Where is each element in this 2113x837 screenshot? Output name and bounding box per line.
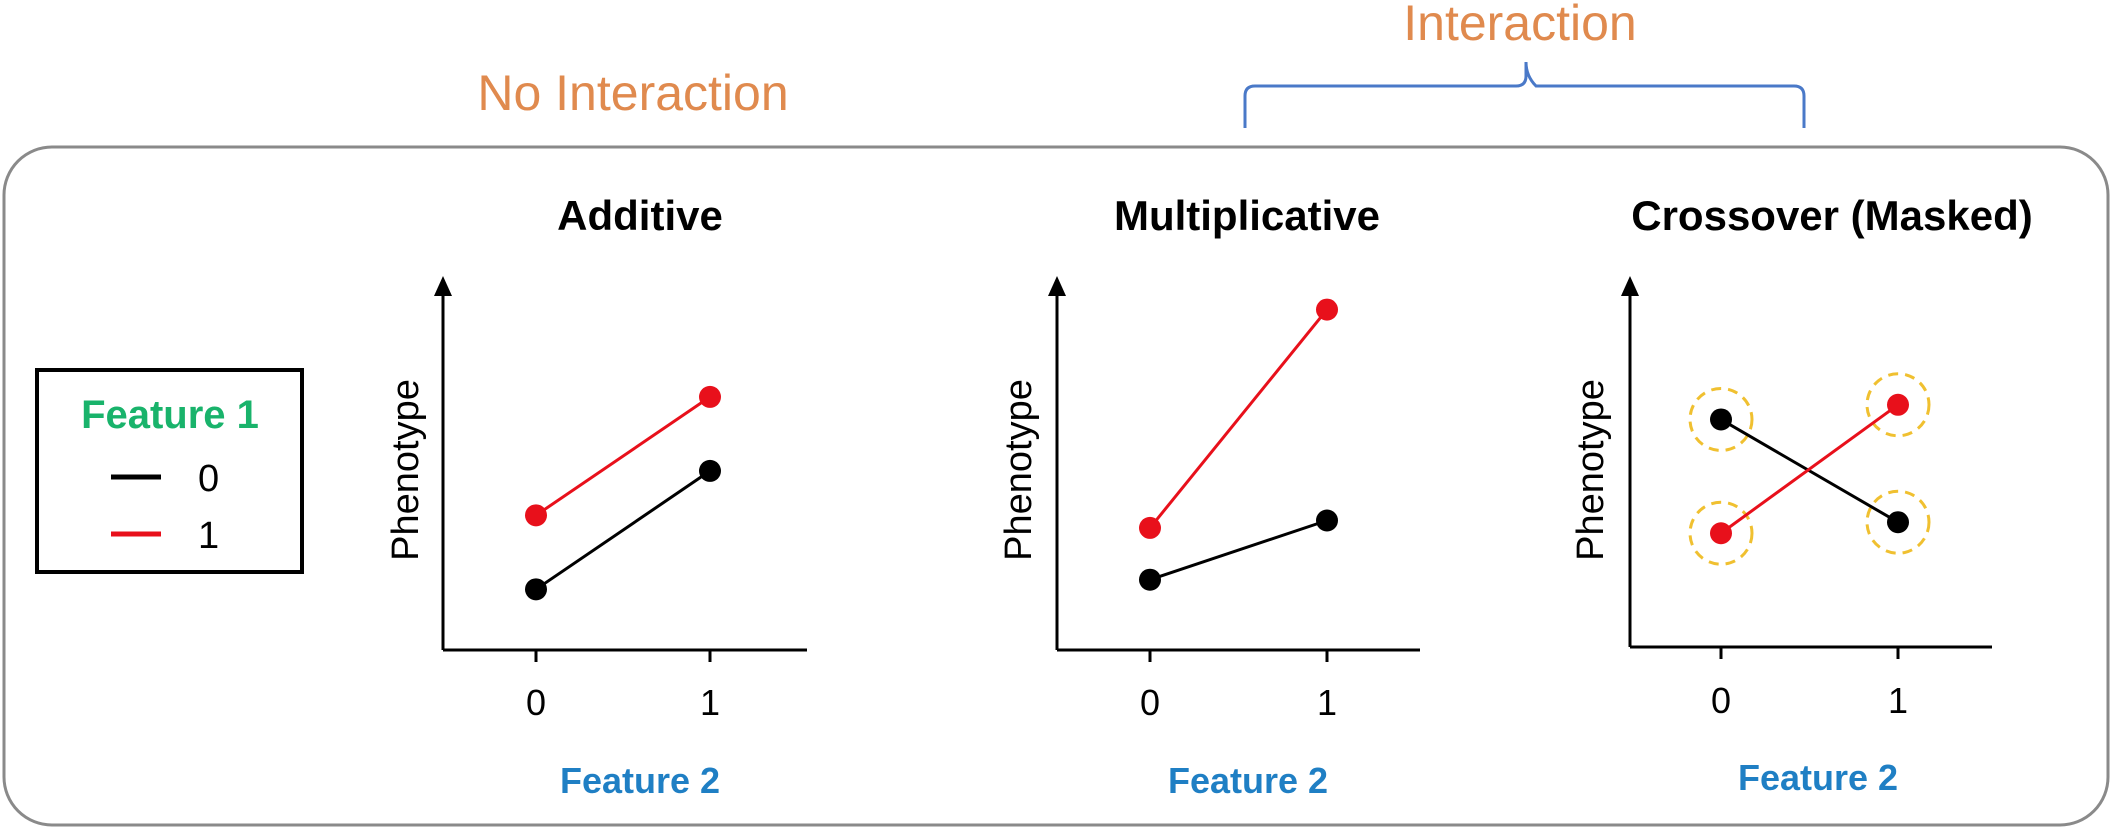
y-axis-label: Phenotype <box>385 379 427 561</box>
x-tick-label: 0 <box>526 682 546 723</box>
chart-crossover: Crossover (Masked) Phenotype 0 1 Feature… <box>1570 192 2033 798</box>
x-axis-label: Feature 2 <box>1168 760 1328 801</box>
data-point-0 <box>1316 509 1338 532</box>
x-axis-label: Feature 2 <box>560 760 720 801</box>
y-axis-label: Phenotype <box>1570 379 1612 561</box>
legend: Feature 1 0 1 <box>35 368 304 574</box>
series-line-1 <box>1720 403 1899 535</box>
series-line-1 <box>1148 308 1329 529</box>
legend-label-0: 0 <box>198 458 219 500</box>
mask-circle <box>1865 372 1931 438</box>
data-point-0 <box>699 459 721 482</box>
mask-circle <box>1688 386 1754 452</box>
data-point-1 <box>1139 516 1161 539</box>
x-axis-label: Feature 2 <box>1738 757 1898 798</box>
x-tick-label: 1 <box>1888 680 1908 721</box>
panel-frame <box>2 145 2110 827</box>
x-tick-label: 0 <box>1711 680 1731 721</box>
data-point-1 <box>699 385 721 408</box>
y-axis-arrow <box>434 276 452 296</box>
chart-additive: Additive Phenotype 0 1 Feature 2 <box>385 192 723 801</box>
data-point-1 <box>1710 522 1732 545</box>
x-tick-label: 1 <box>700 682 720 723</box>
x-tick-label: 0 <box>1140 682 1160 723</box>
legend-title: Feature 1 <box>81 393 259 437</box>
mask-circle <box>1865 489 1931 555</box>
data-point-1 <box>1316 298 1338 321</box>
mask-circle <box>1688 500 1754 566</box>
interaction-heading: Interaction <box>1403 0 1636 51</box>
chart-title: Multiplicative <box>1114 192 1380 239</box>
series-line-0 <box>535 469 711 591</box>
chart-title: Crossover (Masked) <box>1631 192 2032 239</box>
data-point-0 <box>1710 408 1732 431</box>
data-point-1 <box>525 504 547 527</box>
data-point-0 <box>1139 568 1161 591</box>
series-line-1 <box>535 395 711 517</box>
y-axis-arrow <box>1048 276 1066 296</box>
series-line-0 <box>1149 519 1328 582</box>
chart-multiplicative: Multiplicative Phenotype 0 1 Feature 2 <box>998 192 1380 801</box>
x-tick-label: 1 <box>1317 682 1337 723</box>
data-point-0 <box>525 578 547 601</box>
legend-box <box>35 368 304 574</box>
y-axis-label: Phenotype <box>998 379 1040 561</box>
data-point-1 <box>1887 393 1909 416</box>
chart-title: Additive <box>557 192 723 239</box>
no-interaction-heading: No Interaction <box>477 65 788 121</box>
interaction-bracket <box>1243 61 1806 128</box>
data-point-0 <box>1887 511 1909 534</box>
y-axis-arrow <box>1621 276 1639 296</box>
legend-label-1: 1 <box>198 515 219 557</box>
